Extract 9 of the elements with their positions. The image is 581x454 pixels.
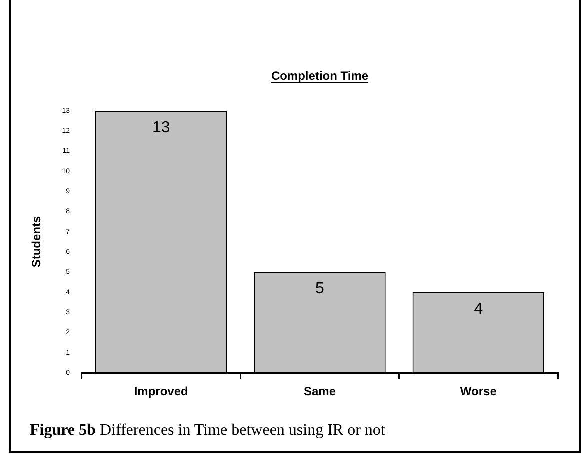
- caption: Figure 5b Differences in Time between using IR or not: [30, 422, 386, 440]
- x-tick-label: Improved: [134, 384, 188, 399]
- chart-title: Completion Time: [271, 69, 369, 83]
- x-tick-label: Same: [304, 384, 336, 399]
- x-tick-label: Worse: [460, 384, 498, 399]
- data-label: 13: [152, 119, 170, 136]
- y-axis-title: Students: [30, 216, 44, 268]
- data-label: 5: [316, 280, 325, 298]
- data-label: 4: [474, 300, 484, 318]
